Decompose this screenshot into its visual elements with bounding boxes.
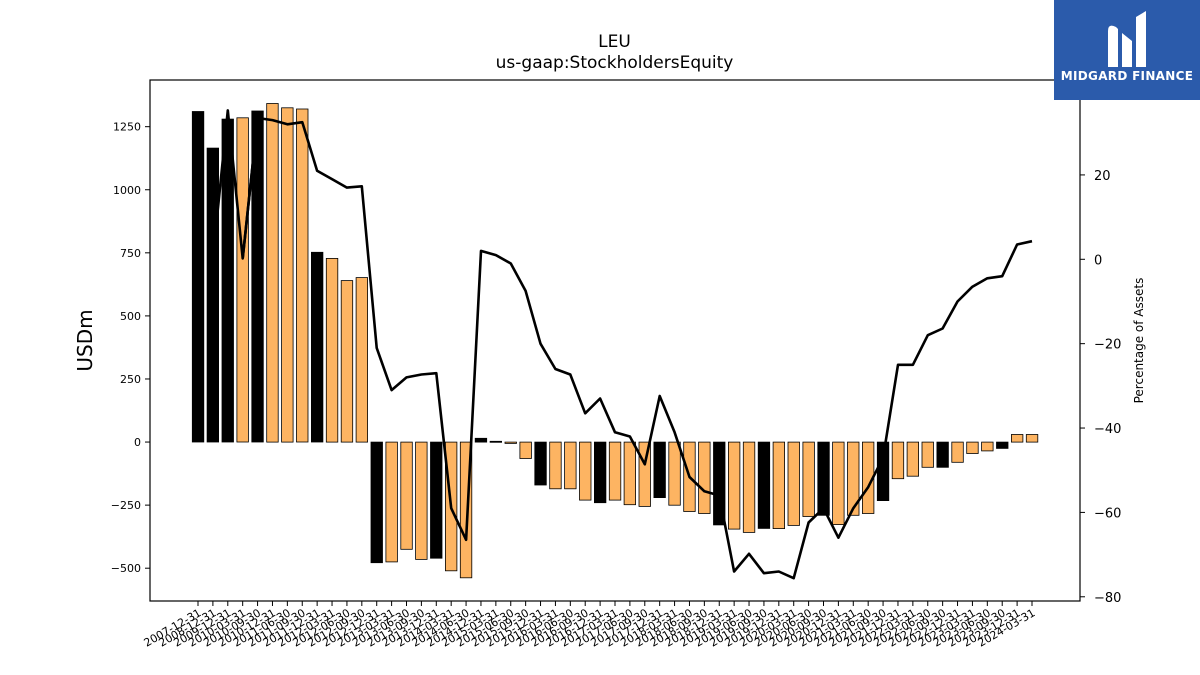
chart-bar [981,441,994,452]
chart-bar [906,441,919,477]
chart-bar [430,441,443,559]
chart-bar [221,118,234,443]
chart-bar [251,110,264,443]
chart-bar [757,441,771,529]
chart-subtitle: us-gaap:StockholdersEquity [495,53,734,73]
y2-tick-label: 0 [1094,253,1102,268]
y-tick-label: −250 [111,499,141,512]
y-axis-label: USDm [73,309,97,371]
y2-tick-label: −80 [1094,591,1121,606]
chart-bar [742,441,756,533]
y-tick-label: 1000 [113,184,141,197]
chart-title: LEU [598,32,631,52]
chart-bar [847,441,860,516]
chart-bar [698,441,711,514]
chart-bar [266,103,279,443]
chart-bar [802,441,815,517]
chart-bar [891,441,905,480]
chart-bar [921,441,934,468]
y-tick-label: 1250 [113,121,141,134]
chart-bar [817,441,830,516]
chart-bar [713,441,726,526]
chart-bar [310,251,324,443]
y-tick-label: −500 [111,562,141,575]
chart-bar [638,441,651,507]
chart-bar [415,441,428,560]
midgard-logo-icon [1108,11,1146,68]
chart-bar [787,441,800,526]
chart-bar [474,437,488,443]
percentage-line-spike [211,109,259,260]
y2-tick-label: −40 [1094,422,1121,437]
chart-bar [594,441,607,504]
chart-bar [1025,434,1039,443]
chart-bar [400,441,413,550]
y2-tick-label: −20 [1094,338,1121,353]
percentage-line [241,116,1033,580]
y-tick-label: 250 [120,373,141,386]
chart-bar [325,257,339,443]
chart-bar [206,147,220,443]
chart-bar [623,441,636,506]
y2-tick-label: 20 [1094,169,1111,184]
chart-bar [489,440,503,443]
chart-bar [579,441,592,501]
chart-bar [966,441,979,454]
brand-logo: MIDGARD FINANCE [1054,0,1200,100]
chart-bar [728,441,741,530]
chart-bar [1011,434,1024,443]
chart-bar [996,441,1009,449]
chart-bar [564,441,577,490]
chart-bar [534,441,547,486]
y-tick-label: 500 [120,310,141,323]
chart-bar [370,441,383,564]
chart-bar [549,441,562,490]
chart-bar [832,441,845,526]
chart-bar [772,441,785,530]
chart-bar [281,107,294,443]
chart-bar [519,441,532,459]
y-tick-label: 0 [134,436,141,449]
chart-bar [385,441,398,563]
chart-bar [340,280,354,443]
chart-bar [191,111,205,443]
y-tick-label: 750 [120,247,141,260]
chart-bar [296,108,309,443]
chart-bar [459,441,473,579]
chart-bar [668,441,681,506]
chart-bar [608,441,622,501]
chart-bar [653,441,666,499]
y2-tick-label: −60 [1094,506,1121,521]
chart-bar [951,441,964,463]
chart-bar [936,441,949,468]
y2-axis-label: Percentage of Assets [1132,278,1146,404]
chart-bar [355,277,369,443]
chart-bar [236,117,249,443]
brand-name: MIDGARD FINANCE [1060,69,1194,83]
chart-bar [504,441,517,444]
